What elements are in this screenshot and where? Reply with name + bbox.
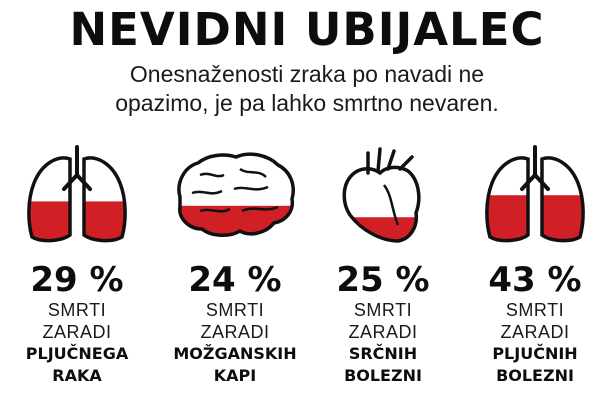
stat-lung-disease: 43 % SMRTI ZARADI PLJUČNIH BOLEZNI bbox=[460, 145, 610, 387]
stat-label-smrti: SMRTI bbox=[353, 300, 413, 320]
stat-label-zaradi: ZARADI bbox=[42, 322, 112, 342]
lungs-icon bbox=[27, 145, 127, 243]
brain-icon bbox=[177, 152, 295, 237]
stat-cause-2: RAKA bbox=[52, 366, 102, 385]
stat-lung-cancer: 29 % SMRTI ZARADI PLJUČNEGA RAKA bbox=[2, 145, 152, 387]
stat-label-smrti: SMRTI bbox=[505, 300, 565, 320]
stat-cause: PLJUČNEGA bbox=[25, 344, 129, 363]
subtitle-line-1: Onesnaženosti zraka po navadi ne bbox=[129, 61, 485, 87]
subtitle-line-2: opazimo, je pa lahko smrtno nevaren. bbox=[115, 90, 499, 116]
percent-value: 24 % bbox=[188, 260, 282, 300]
stat-cause-2: KAPI bbox=[213, 366, 257, 385]
stat-label-zaradi: ZARADI bbox=[348, 322, 418, 342]
lungs-icon bbox=[485, 145, 585, 243]
stat-heart-disease: 25 % SMRTI ZARADI SRČNIH BOLEZNI bbox=[308, 145, 458, 387]
percent-value: 25 % bbox=[336, 260, 430, 300]
percent-value: 43 % bbox=[488, 260, 582, 300]
stat-cause: MOŽGANSKIH bbox=[173, 344, 297, 363]
heart-icon bbox=[342, 147, 421, 243]
stat-label-smrti: SMRTI bbox=[47, 300, 107, 320]
stat-cause-2: BOLEZNI bbox=[496, 366, 574, 385]
stat-cause-2: BOLEZNI bbox=[344, 366, 422, 385]
stat-cause: PLJUČNIH bbox=[492, 344, 578, 363]
subtitle: Onesnaženosti zraka po navadi ne opazimo… bbox=[0, 60, 614, 118]
stat-stroke: 24 % SMRTI ZARADI MOŽGANSKIH KAPI bbox=[160, 145, 310, 387]
stat-label-smrti: SMRTI bbox=[205, 300, 265, 320]
stat-cause: SRČNIH bbox=[348, 344, 418, 363]
stat-label-zaradi: ZARADI bbox=[200, 322, 270, 342]
stat-label-zaradi: ZARADI bbox=[500, 322, 570, 342]
percent-value: 29 % bbox=[30, 260, 124, 300]
page-title: NEVIDNI UBIJALEC bbox=[69, 3, 545, 56]
